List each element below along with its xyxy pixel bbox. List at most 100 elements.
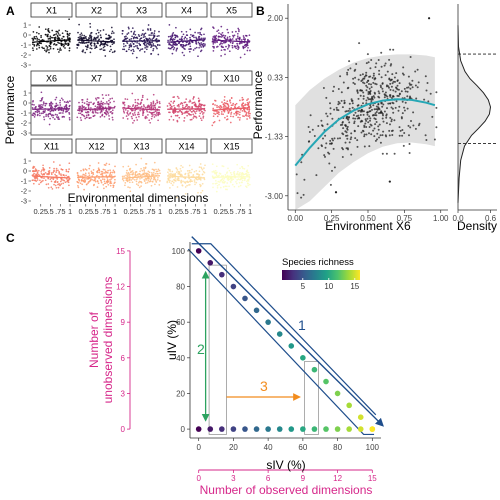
facet-point <box>77 184 79 187</box>
facet-point <box>132 43 135 45</box>
data-point <box>362 91 365 94</box>
facet-point <box>152 47 155 50</box>
facet-point <box>31 114 34 116</box>
facet-point <box>148 34 151 36</box>
facet-point <box>62 187 64 189</box>
facet-point <box>154 178 157 181</box>
facet-point <box>126 179 128 182</box>
facet-point <box>111 43 114 46</box>
facet-point <box>99 43 102 46</box>
data-point <box>425 89 428 92</box>
facet-point <box>172 102 175 104</box>
facet-point <box>241 181 243 184</box>
x-tick-label: 0.75 <box>397 214 413 223</box>
facet-point <box>40 170 43 173</box>
facet-point <box>185 181 187 183</box>
data-point <box>357 97 360 100</box>
facet-point <box>185 44 187 46</box>
facet-point <box>138 42 140 45</box>
facet-point <box>148 111 151 113</box>
facet-point <box>44 49 46 52</box>
facet-label: X12 <box>88 142 104 152</box>
data-point <box>348 107 351 110</box>
facet-point <box>142 104 145 106</box>
facet-point <box>146 42 148 44</box>
data-point <box>295 173 298 176</box>
facet-point <box>225 38 227 41</box>
facet-point <box>219 104 222 107</box>
facet-point <box>245 113 248 115</box>
facet-point <box>166 105 169 107</box>
facet-point <box>141 98 143 101</box>
facet-point <box>31 107 34 109</box>
facet-point <box>80 180 83 182</box>
facet-point <box>218 32 220 34</box>
facet-point <box>83 34 86 37</box>
data-point <box>397 88 400 91</box>
facet-point <box>136 119 139 121</box>
facet-point <box>57 186 60 189</box>
diagonal-point <box>242 295 248 302</box>
facet-point <box>143 167 145 169</box>
facet-point <box>171 106 173 108</box>
data-point <box>378 92 381 95</box>
facet-point <box>225 185 228 188</box>
data-point <box>300 196 303 199</box>
facet-point <box>47 173 50 176</box>
facet-point <box>44 28 47 31</box>
facet-point <box>245 170 248 173</box>
facet-point <box>150 34 152 36</box>
facet-point <box>173 47 176 49</box>
facet-point <box>220 55 222 57</box>
facet-point <box>148 41 151 44</box>
data-point <box>340 99 343 102</box>
facet-point <box>235 182 238 185</box>
facet-point <box>175 110 177 113</box>
facet-point <box>176 186 179 188</box>
data-point <box>394 106 397 109</box>
facet-point <box>52 161 55 163</box>
facet-point <box>131 170 134 172</box>
facet-point <box>213 46 215 48</box>
facet-point <box>194 112 197 115</box>
data-point <box>386 107 388 110</box>
data-point <box>367 61 370 64</box>
facet-point <box>152 43 155 45</box>
facet-point <box>105 109 107 112</box>
facet-point <box>168 102 171 105</box>
facet-point <box>228 178 231 181</box>
facet-point <box>156 43 159 46</box>
facet-point <box>54 180 56 183</box>
facet-label: X2 <box>91 6 102 16</box>
facet-point <box>174 114 177 117</box>
data-point <box>374 139 377 142</box>
y-tick-label: -2 <box>21 189 27 196</box>
facet-point <box>81 177 84 180</box>
facet-point <box>200 191 202 194</box>
facet-point <box>113 100 115 103</box>
data-point <box>404 101 407 104</box>
facet-point <box>214 113 217 116</box>
facet-point <box>36 37 39 40</box>
data-point <box>392 48 395 51</box>
x-tick-label: 0.25 <box>123 207 138 216</box>
facet-point <box>214 182 217 185</box>
facet-point <box>103 45 106 48</box>
data-point <box>330 142 333 145</box>
data-point <box>365 89 368 92</box>
data-point <box>386 70 389 73</box>
facet-point <box>152 171 155 174</box>
highlight-box <box>304 360 319 435</box>
data-point <box>409 83 412 86</box>
facet-point <box>99 48 102 51</box>
x-tick-label: 0.25 <box>213 207 228 216</box>
facet-point <box>189 36 191 39</box>
panel-b-density-xlabel: Density <box>457 219 497 233</box>
x-tick-label: .75 <box>190 207 200 216</box>
facet-point <box>86 103 88 105</box>
facet-point <box>44 110 46 112</box>
data-point <box>321 124 323 127</box>
facet-point <box>133 178 136 181</box>
data-point <box>357 116 360 119</box>
data-point <box>363 126 366 128</box>
